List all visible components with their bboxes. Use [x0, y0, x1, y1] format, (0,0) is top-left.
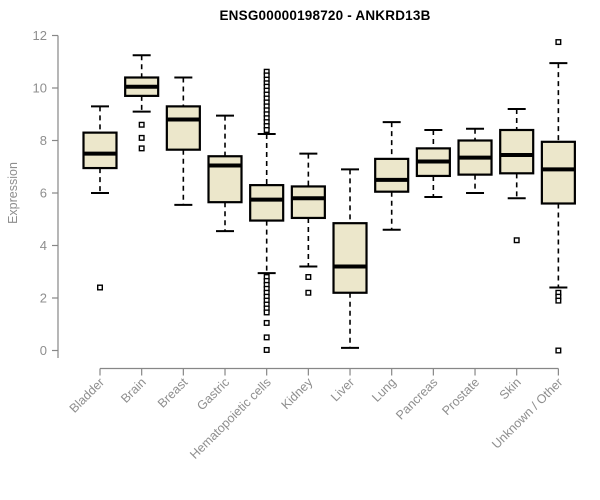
outlier-point	[263, 346, 270, 353]
outlier-point	[263, 126, 270, 133]
outlier-point	[263, 319, 270, 326]
x-category-label: Skin	[497, 375, 524, 402]
x-category-label: Pancreas	[393, 375, 440, 422]
outlier-point	[555, 347, 562, 354]
x-category-label: Lung	[369, 375, 399, 405]
outlier-point	[263, 334, 270, 341]
y-tick-label: 2	[40, 291, 47, 306]
box	[332, 222, 368, 294]
outlier-point	[513, 237, 520, 244]
x-category-label: Liver	[328, 375, 357, 404]
box	[165, 105, 201, 151]
box	[207, 155, 243, 204]
outlier-point	[555, 297, 562, 304]
y-tick-label: 0	[40, 343, 47, 358]
y-tick-label: 10	[33, 81, 47, 96]
outlier-point	[305, 274, 312, 281]
outlier-point	[138, 134, 145, 141]
box	[249, 184, 285, 222]
box	[82, 131, 118, 170]
x-category-label: Kidney	[279, 375, 316, 412]
outlier-point	[96, 284, 103, 291]
x-category-label: Prostate	[439, 375, 482, 418]
chart-title: ENSG00000198720 - ANKRD13B	[219, 8, 431, 23]
outlier-point	[138, 145, 145, 152]
y-tick-label: 6	[40, 186, 47, 201]
y-tick-label: 4	[40, 238, 47, 253]
box	[540, 140, 576, 205]
x-category-label: Gastric	[194, 375, 232, 413]
outlier-point	[555, 39, 562, 46]
x-category-label: Unknown / Other	[489, 375, 565, 451]
x-category-label: Bladder	[67, 375, 107, 415]
outlier-point	[305, 289, 312, 296]
outlier-point	[263, 309, 270, 316]
x-category-label: Brain	[118, 375, 149, 406]
box	[290, 185, 326, 220]
box	[499, 128, 535, 175]
box	[374, 157, 410, 193]
y-tick-label: 12	[33, 28, 47, 43]
outlier-point	[138, 121, 145, 128]
y-tick-label: 8	[40, 133, 47, 148]
x-category-label: Breast	[155, 375, 191, 411]
x-category-label: Hematopoietic cells	[187, 375, 274, 462]
